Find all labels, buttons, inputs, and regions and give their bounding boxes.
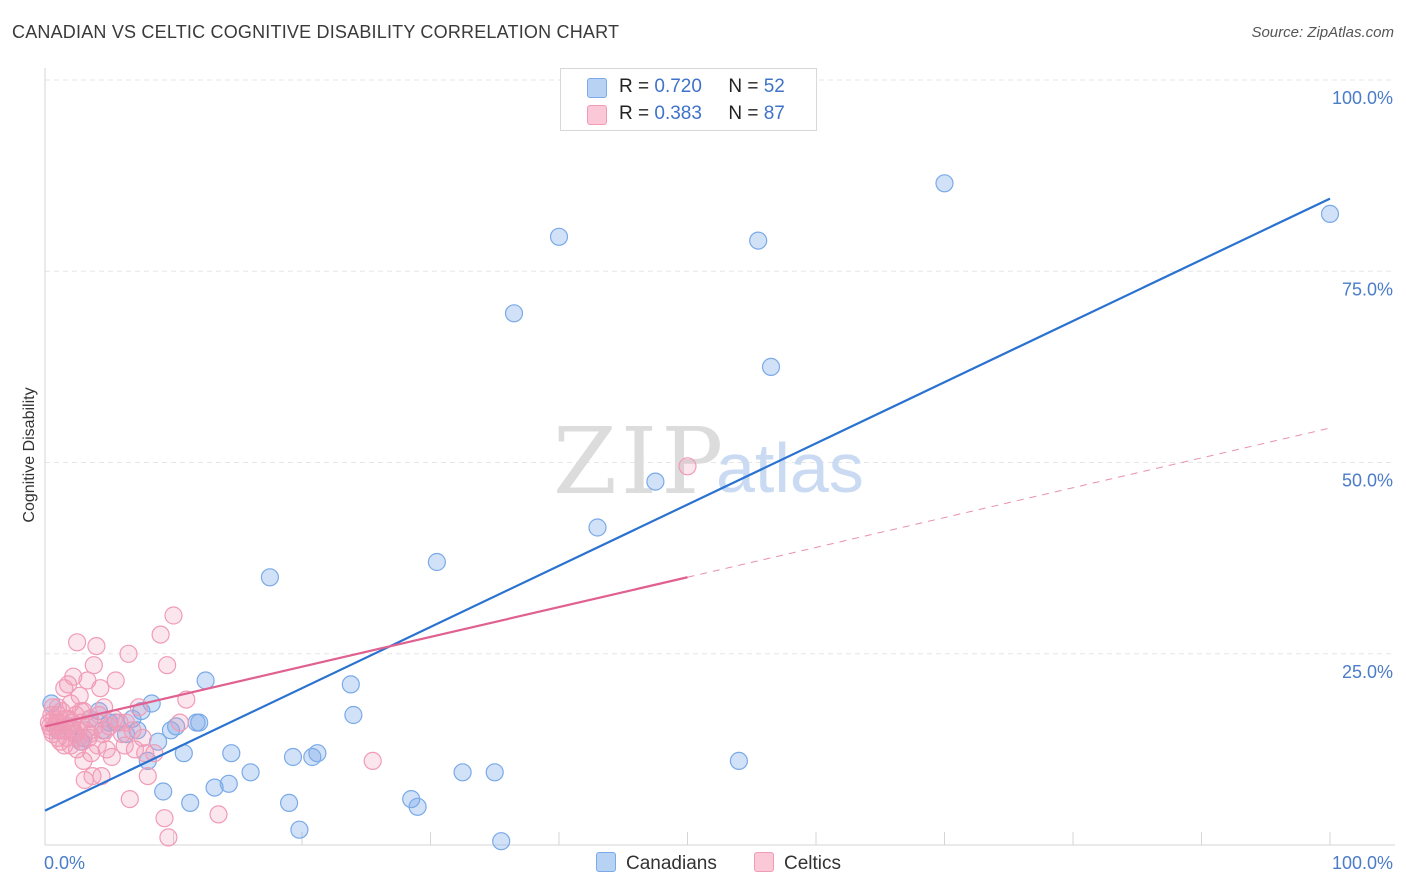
- celtics-point: [158, 656, 177, 675]
- celtics-point: [363, 751, 382, 771]
- celtics-point: [74, 751, 93, 771]
- celtics-point: [67, 633, 87, 652]
- celtics-point: [678, 457, 697, 476]
- canadians-point: [190, 713, 209, 732]
- canadians-point: [749, 231, 768, 250]
- canadians-point: [408, 797, 427, 816]
- canadians-swatch: [587, 78, 607, 98]
- canadians-n-value: 52: [763, 76, 785, 97]
- canadians-point: [492, 832, 511, 851]
- n-label: N =: [728, 76, 759, 97]
- celtics-legend-swatch: [754, 852, 774, 872]
- watermark: ZIP atlas: [553, 408, 864, 515]
- celtics-point: [71, 701, 91, 721]
- canadians-point: [308, 744, 327, 763]
- bottom-legend-canadians[interactable]: Canadians: [596, 852, 717, 875]
- celtics-legend-label: Celtics: [784, 853, 842, 874]
- y-tick-label: 100.0%: [1332, 88, 1393, 108]
- celtics-point: [102, 747, 121, 767]
- canadians-point: [196, 671, 215, 690]
- canadians-point: [283, 747, 303, 767]
- celtics-point: [116, 713, 136, 732]
- chart-title: CANADIAN VS CELTIC COGNITIVE DISABILITY …: [12, 22, 620, 42]
- canadians-point: [154, 782, 173, 801]
- canadians-point: [280, 793, 299, 813]
- celtics-n-value: 87: [763, 103, 785, 124]
- celtics-trend-extension: [687, 427, 1331, 578]
- canadians-point: [222, 744, 241, 763]
- correlation-legend: R = 0.720 N = 52 R = 0.383 N = 87: [560, 68, 817, 131]
- canadians-point: [729, 751, 749, 771]
- canadians-legend-swatch: [596, 852, 616, 872]
- celtics-point: [133, 728, 152, 748]
- celtics-point: [115, 736, 134, 755]
- canadians-point: [290, 820, 309, 839]
- r-label: R =: [619, 76, 650, 97]
- r-label: R =: [619, 103, 650, 124]
- celtics-point: [155, 809, 174, 828]
- canadians-point: [588, 518, 607, 537]
- celtics-points: [39, 457, 697, 847]
- celtics-point: [87, 636, 106, 656]
- celtics-point: [69, 728, 88, 748]
- canadians-point: [341, 675, 360, 694]
- canadians-point: [260, 568, 279, 587]
- y-tick-label: 50.0%: [1342, 471, 1393, 491]
- canadians-point: [935, 174, 954, 193]
- tick-labels: 25.0% 50.0% 75.0% 100.0% 0.0% 100.0%: [44, 88, 1393, 873]
- celtics-point: [64, 667, 83, 686]
- celtics-point: [129, 698, 148, 717]
- n-label: N =: [728, 103, 759, 124]
- canadians-point: [761, 357, 781, 376]
- canadians-point: [205, 778, 224, 797]
- canadians-point: [181, 793, 200, 813]
- celtics-point: [91, 679, 110, 698]
- celtics-point: [80, 724, 100, 744]
- celtics-point: [119, 644, 138, 663]
- bottom-legend-celtics[interactable]: Celtics: [754, 852, 841, 875]
- canadians-point: [485, 763, 504, 782]
- canadians-points: [42, 174, 1340, 851]
- y-axis-label: Cognitive Disability: [21, 387, 38, 522]
- watermark-atlas: atlas: [716, 429, 864, 507]
- celtics-point: [170, 713, 189, 732]
- source-credit: Source: ZipAtlas.com: [1251, 24, 1394, 41]
- celtics-trend-line: [44, 576, 688, 728]
- y-tick-label: 75.0%: [1342, 279, 1393, 299]
- celtics-point: [138, 766, 157, 786]
- celtics-point: [70, 686, 89, 705]
- canadians-trend-line: [44, 197, 1331, 812]
- celtics-r-value: 0.383: [654, 103, 702, 124]
- celtics-point: [84, 656, 103, 675]
- gridlines: [45, 79, 1395, 655]
- celtics-point: [164, 606, 183, 625]
- trend-lines: [44, 197, 1331, 812]
- celtics-point: [159, 828, 178, 847]
- y-tick-label: 25.0%: [1342, 662, 1393, 682]
- canadians-point: [504, 304, 524, 323]
- celtics-point: [120, 789, 139, 809]
- x-tick-label: 100.0%: [1332, 853, 1393, 873]
- canadians-point: [344, 705, 363, 725]
- canadians-point: [149, 732, 168, 751]
- celtics-point: [209, 805, 228, 824]
- celtics-swatch: [587, 105, 607, 125]
- canadians-point: [427, 552, 446, 572]
- canadians-point: [219, 774, 238, 793]
- canadians-point: [549, 227, 569, 246]
- canadians-r-value: 0.720: [654, 76, 702, 97]
- celtics-point: [43, 698, 62, 717]
- canadians-point: [646, 472, 665, 491]
- celtics-point: [151, 625, 170, 644]
- canadians-point: [241, 763, 260, 782]
- canadians-point: [1320, 204, 1340, 223]
- celtics-point: [55, 736, 74, 755]
- canadians-point: [453, 763, 472, 782]
- x-tick-label: 0.0%: [44, 853, 85, 873]
- celtics-point: [106, 671, 125, 690]
- canadians-legend-label: Canadians: [626, 853, 717, 874]
